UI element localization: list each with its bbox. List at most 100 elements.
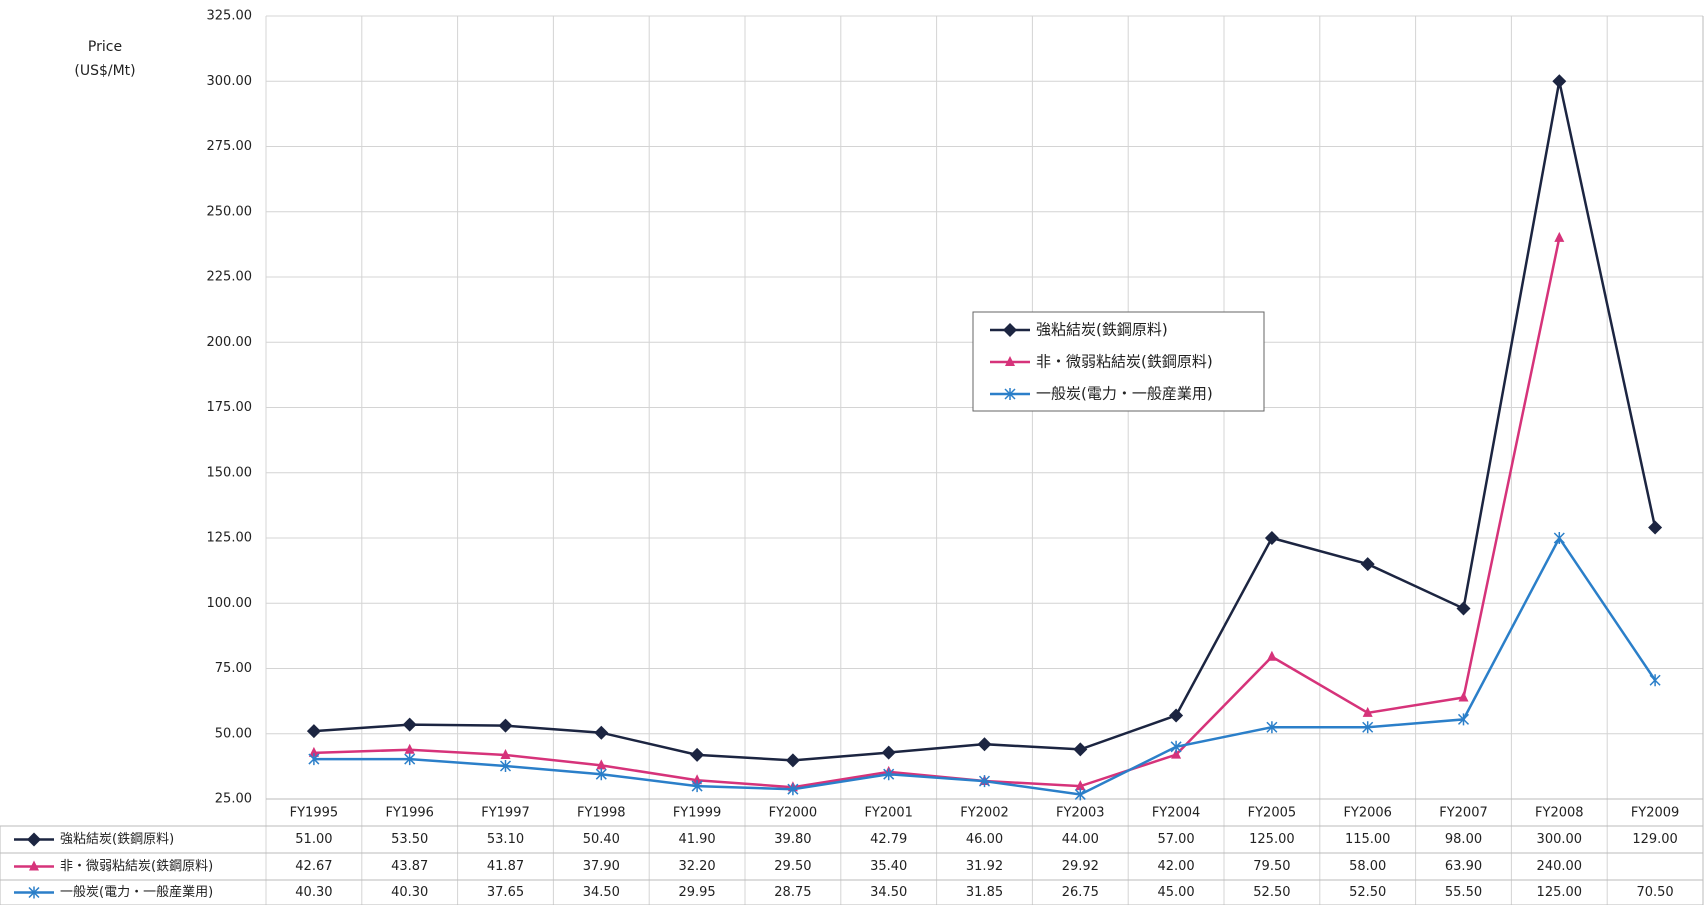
y-tick-label: 250.00 (207, 204, 253, 219)
table-cell: 44.00 (1062, 832, 1099, 847)
y-tick-label: 150.00 (207, 465, 253, 480)
table-cell: 41.87 (487, 859, 524, 874)
x-tick-label: FY2005 (1248, 806, 1297, 821)
marker (1553, 532, 1565, 544)
marker (787, 783, 799, 796)
table-cell: 300.00 (1537, 832, 1583, 847)
x-tick-label: FY1998 (577, 806, 626, 821)
legend-marker (1004, 388, 1016, 400)
legend-label: 非・微弱粘結炭(鉄鋼原料) (1036, 353, 1213, 371)
legend-marker (1005, 356, 1015, 366)
table-cell: 34.50 (583, 885, 620, 900)
marker (1264, 531, 1279, 545)
marker (785, 753, 800, 768)
marker (500, 748, 511, 759)
y-tick-label: 225.00 (207, 270, 253, 285)
table-cell: 35.40 (870, 859, 907, 874)
legend-marker (29, 860, 39, 871)
legend-label: 一般炭(電力・一般産業用) (60, 884, 213, 900)
series-line (313, 237, 1561, 789)
table-cell: 63.90 (1445, 859, 1482, 874)
series-line (313, 80, 1657, 762)
marker (690, 747, 705, 762)
y-tick-label: 175.00 (207, 400, 253, 415)
marker (1552, 74, 1567, 89)
table-cell: 37.65 (487, 885, 524, 900)
marker (594, 725, 609, 740)
table-cell: 46.00 (966, 832, 1003, 847)
table-cell: 32.20 (678, 859, 715, 874)
table-cell: 42.67 (295, 859, 332, 874)
marker (883, 768, 895, 781)
marker (402, 717, 417, 732)
table-cell: 41.90 (678, 832, 715, 847)
x-tick-label: FY2003 (1056, 806, 1105, 821)
x-tick-label: FY2002 (960, 806, 1009, 821)
table-cell: 53.10 (487, 832, 524, 847)
table-cell: 58.00 (1349, 859, 1386, 874)
y-tick-label: 125.00 (207, 531, 253, 546)
table-cell: 79.50 (1253, 859, 1290, 874)
x-tick-label: FY2001 (864, 806, 913, 821)
marker (1169, 708, 1184, 723)
marker (691, 780, 703, 793)
marker (1073, 742, 1088, 757)
table-cell: 42.79 (870, 832, 907, 847)
table-cell: 52.50 (1349, 885, 1386, 900)
marker (1456, 601, 1471, 616)
table-cell: 125.00 (1249, 832, 1295, 847)
marker (1171, 748, 1182, 759)
y-tick-label: 25.00 (215, 792, 252, 807)
table-cell: 52.50 (1253, 885, 1290, 900)
marker (596, 759, 607, 770)
legend-label: 非・微弱粘結炭(鉄鋼原料) (60, 859, 213, 874)
table-cell: 53.50 (391, 832, 428, 847)
table-cell: 37.90 (583, 859, 620, 874)
table-cell: 40.30 (391, 885, 428, 900)
table-cell: 55.50 (1445, 885, 1482, 900)
table-cell: 28.75 (774, 885, 811, 900)
table-cell: 51.00 (295, 832, 332, 847)
table-cell: 39.80 (774, 832, 811, 847)
x-tick-label: FY2008 (1535, 806, 1584, 821)
x-tick-label: FY2007 (1439, 806, 1488, 821)
x-tick-label: FY1999 (673, 806, 722, 821)
table-cell: 43.87 (391, 859, 428, 874)
legend-marker (1003, 323, 1017, 337)
table-cell: 115.00 (1345, 832, 1391, 847)
marker (1362, 721, 1374, 734)
table-cell: 240.00 (1537, 859, 1583, 874)
marker (1554, 231, 1565, 242)
y-tick-label: 200.00 (207, 335, 253, 350)
table-cell: 50.40 (583, 832, 620, 847)
table-cell: 57.00 (1157, 832, 1194, 847)
marker (308, 753, 320, 766)
x-tick-label: FY1995 (290, 806, 339, 821)
table-cell: 40.30 (295, 885, 332, 900)
y-tick-label: 100.00 (207, 596, 253, 611)
x-tick-label: FY2006 (1343, 806, 1392, 821)
marker (1362, 706, 1373, 717)
table-cell: 26.75 (1062, 885, 1099, 900)
table-cell: 31.92 (966, 859, 1003, 874)
marker (881, 745, 896, 760)
legend-label: 強粘結炭(鉄鋼原料) (60, 832, 174, 847)
x-tick-label: FY2009 (1631, 806, 1680, 821)
y-axis-label: (US$/Mt) (74, 63, 135, 79)
marker (306, 724, 321, 739)
marker (308, 746, 319, 757)
legend-label: 強粘結炭(鉄鋼原料) (1036, 321, 1168, 339)
table-cell: 29.95 (678, 885, 715, 900)
marker (1266, 650, 1277, 661)
table-cell: 125.00 (1537, 885, 1583, 900)
y-tick-label: 325.00 (207, 9, 253, 24)
table-cell: 42.00 (1157, 859, 1194, 874)
y-axis-label: Price (88, 39, 122, 55)
marker (977, 737, 992, 752)
x-tick-label: FY2000 (769, 806, 818, 821)
y-tick-label: 300.00 (207, 74, 253, 89)
marker (1458, 691, 1469, 702)
marker (595, 768, 607, 781)
table-cell: 29.50 (774, 859, 811, 874)
